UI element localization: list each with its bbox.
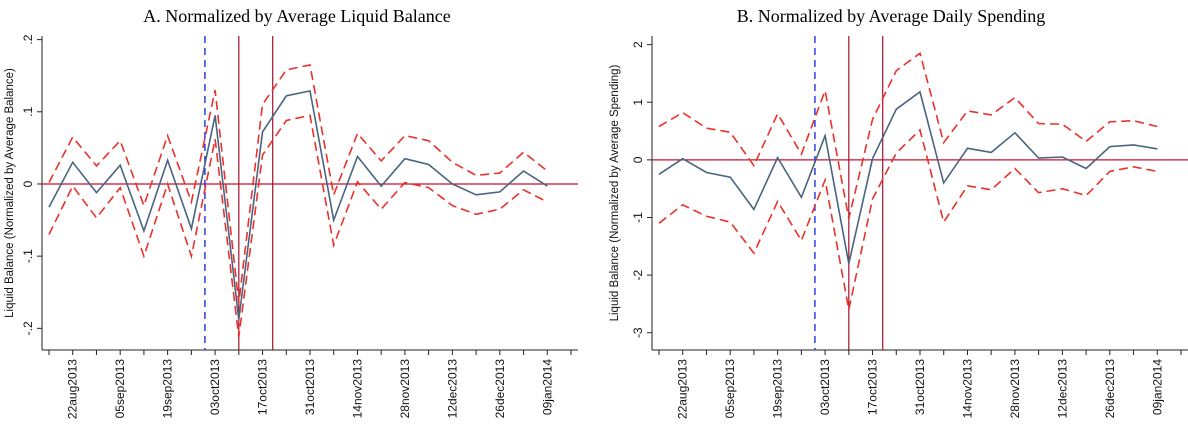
- upper-ci-series-line: [48, 63, 548, 304]
- x-tick-label: 14nov2013: [960, 359, 974, 419]
- x-tick-label: 22aug2013: [676, 359, 690, 419]
- x-tick-label: 09jan2014: [540, 359, 554, 415]
- estimate-series-line: [48, 89, 548, 320]
- chart-title: B. Normalized by Average Daily Spending: [736, 6, 1046, 26]
- y-tick-label: .1: [21, 106, 35, 116]
- panel-b: B. Normalized by Average Daily Spending …: [594, 0, 1188, 438]
- x-tick-label: 17oct2013: [256, 359, 270, 415]
- x-tick-label: 28nov2013: [1008, 359, 1022, 419]
- x-tick-label: 17oct2013: [866, 359, 880, 415]
- x-tick-label: 05sep2013: [113, 359, 127, 419]
- x-tick-label: 14nov2013: [350, 359, 364, 419]
- y-tick-label: .2: [21, 34, 35, 44]
- lower-ci-series-line: [658, 128, 1158, 310]
- x-tick-label: 31oct2013: [303, 359, 317, 415]
- chart-b-svg: -3 -2 -1 0 1 2 Liquid Balance (Normalized by A…: [609, 36, 1188, 419]
- x-tick-label: 19sep2013: [771, 359, 785, 419]
- x-tick-label: 19sep2013: [161, 359, 175, 419]
- x-tick-label: 12dec2013: [1055, 359, 1069, 419]
- x-tick-label: 03oct2013: [818, 359, 832, 415]
- y-tick-label: 0: [631, 156, 645, 163]
- y-axis-label: Liquid Balance (Normalized by Average Sp…: [609, 64, 621, 321]
- y-tick-label: -.2: [21, 321, 35, 335]
- lower-ci-series-line: [48, 114, 548, 338]
- x-tick-label: 03oct2013: [208, 359, 222, 415]
- x-tick-label: 26dec2013: [1103, 359, 1117, 419]
- x-tick-label: 31oct2013: [913, 359, 927, 415]
- x-tick-label: 05sep2013: [723, 359, 737, 419]
- y-tick-label: -1: [631, 212, 645, 223]
- upper-ci-series-line: [658, 51, 1158, 219]
- y-tick-label: 0: [21, 180, 35, 187]
- x-tick-label: 12dec2013: [445, 359, 459, 419]
- x-tick-label: 22aug2013: [66, 359, 80, 419]
- y-tick-label: -.1: [21, 249, 35, 263]
- estimate-series-line: [658, 90, 1158, 264]
- x-tick-label: 26dec2013: [493, 359, 507, 419]
- chart-title: A. Normalized by Average Liquid Balance: [143, 6, 451, 26]
- y-tick-label: 2: [631, 41, 645, 48]
- chart-a-svg: -.2 -.1 0 .1 .2 Liquid Balance (Normalized by…: [4, 34, 578, 419]
- y-axis-label: Liquid Balance (Normalized by Average Ba…: [4, 68, 16, 318]
- y-tick-label: -2: [631, 269, 645, 280]
- panel-a: A. Normalized by Average Liquid Balance …: [4, 6, 578, 419]
- y-tick-label: -3: [631, 327, 645, 338]
- x-tick-label: 09jan2014: [1150, 359, 1164, 415]
- y-tick-label: 1: [631, 99, 645, 106]
- x-tick-label: 28nov2013: [398, 359, 412, 419]
